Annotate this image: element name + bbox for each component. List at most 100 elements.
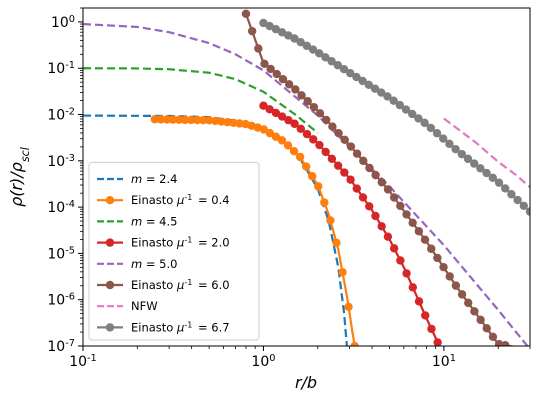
- data-point: [501, 184, 510, 193]
- legend-label: m = 2.4: [131, 172, 177, 186]
- data-point: [315, 140, 324, 150]
- data-point: [315, 49, 324, 58]
- data-point: [464, 298, 473, 308]
- data-point: [289, 147, 299, 156]
- data-point: [371, 211, 380, 221]
- data-point: [156, 115, 166, 124]
- legend-item-einasto-mu-inv-6p7: Einasto μ-1 = 6.7: [97, 320, 230, 334]
- data-point: [383, 185, 393, 194]
- data-point: [346, 175, 355, 184]
- data-point: [488, 332, 498, 342]
- data-point: [174, 115, 184, 124]
- data-point: [420, 235, 430, 244]
- data-point: [302, 41, 312, 51]
- data-point: [340, 168, 349, 177]
- data-point: [439, 134, 448, 143]
- legend-item-einasto-mu-inv-0p4: Einasto μ-1 = 0.4: [97, 193, 230, 207]
- data-point: [365, 202, 374, 211]
- data-point: [525, 207, 530, 216]
- data-point: [396, 201, 405, 211]
- data-point: [265, 128, 275, 138]
- data-point: [377, 222, 386, 231]
- y-tick-label: 10-6: [47, 291, 75, 309]
- data-point: [350, 341, 359, 346]
- data-point: [211, 116, 220, 126]
- data-point: [377, 178, 387, 187]
- legend-item-nfw: NFW: [97, 299, 158, 313]
- data-point: [217, 117, 226, 126]
- data-point: [507, 190, 516, 199]
- data-point: [339, 64, 349, 74]
- data-point: [295, 152, 305, 162]
- series-einasto-mu-inv-2p0: [259, 101, 442, 346]
- y-tick-label: 10-7: [47, 338, 75, 356]
- data-point: [322, 115, 331, 125]
- data-point: [352, 184, 361, 193]
- data-point: [364, 80, 374, 89]
- data-point: [277, 136, 287, 145]
- data-point: [426, 123, 436, 133]
- legend-marker: [105, 238, 115, 247]
- data-point: [408, 283, 417, 292]
- data-point: [302, 129, 312, 139]
- data-point: [192, 115, 202, 125]
- data-point: [365, 163, 374, 173]
- data-point: [315, 109, 325, 118]
- legend-item-einasto-mu-inv-6p0: Einasto μ-1 = 6.0: [97, 278, 230, 293]
- legend-marker: [105, 323, 115, 332]
- data-point: [291, 85, 300, 94]
- data-point: [259, 125, 268, 134]
- data-point: [301, 162, 311, 171]
- y-tick-label: 10-1: [47, 60, 75, 78]
- series-einasto-mu-inv-0p4: [150, 115, 359, 346]
- data-point: [326, 216, 335, 225]
- data-point: [488, 173, 498, 182]
- data-point: [314, 182, 323, 191]
- data-point: [254, 44, 263, 53]
- legend-item-m-2p4: m = 2.4: [97, 172, 177, 186]
- data-point: [457, 149, 467, 159]
- data-point: [241, 9, 251, 18]
- data-point: [297, 91, 306, 100]
- data-point: [352, 149, 362, 158]
- y-tick-label: 10-5: [47, 245, 75, 263]
- legend-label: m = 5.0: [131, 257, 177, 271]
- y-tick-label: 10-3: [47, 152, 75, 170]
- data-point: [432, 129, 442, 138]
- data-point: [414, 227, 424, 236]
- data-point: [290, 34, 299, 43]
- data-point: [421, 311, 430, 320]
- data-point: [283, 141, 293, 150]
- data-point: [402, 269, 411, 278]
- data-point: [463, 154, 473, 164]
- data-point: [328, 122, 337, 131]
- data-point: [338, 268, 347, 277]
- data-point: [259, 101, 268, 110]
- data-point: [290, 119, 299, 128]
- data-point: [284, 115, 293, 125]
- data-point: [265, 105, 274, 114]
- legend-label: Einasto μ-1 = 6.0: [131, 278, 230, 293]
- legend-marker: [105, 280, 115, 290]
- data-point: [150, 115, 160, 124]
- data-point: [296, 37, 305, 47]
- data-point: [327, 57, 336, 66]
- data-point: [402, 210, 411, 219]
- data-point: [320, 198, 329, 207]
- data-point: [358, 193, 368, 202]
- data-point: [186, 115, 196, 125]
- series-layer: [83, 9, 530, 346]
- data-point: [308, 45, 318, 54]
- data-point: [235, 119, 244, 128]
- data-point: [229, 118, 238, 128]
- legend-item-einasto-mu-inv-2p0: Einasto μ-1 = 2.0: [97, 235, 230, 250]
- data-point: [344, 302, 353, 311]
- series-einasto-mu-inv-6p0: [241, 9, 517, 346]
- data-point: [271, 108, 281, 118]
- data-point: [346, 68, 355, 78]
- data-point: [309, 135, 318, 144]
- data-point: [482, 324, 491, 333]
- data-point: [396, 256, 405, 265]
- data-point: [272, 69, 282, 79]
- data-point: [205, 116, 214, 125]
